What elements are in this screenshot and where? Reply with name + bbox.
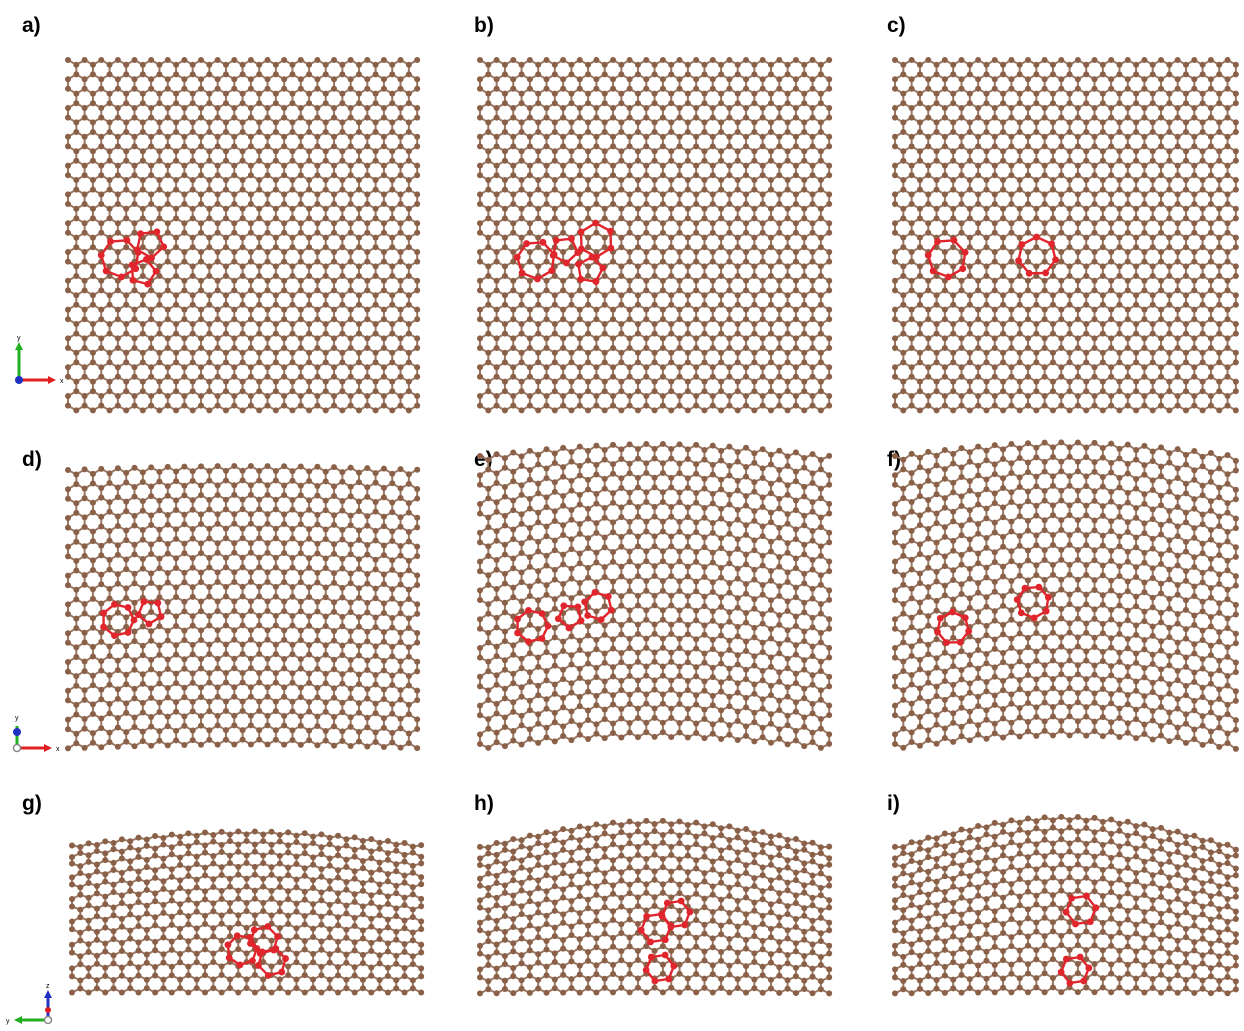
x-axis-label: x: [56, 746, 60, 753]
panel-label-d: d): [22, 448, 42, 471]
panel-label-c: c): [887, 14, 906, 37]
panel-label-i: i): [887, 792, 900, 815]
defect-heptagon: [514, 607, 552, 645]
defect-pentagon: [554, 602, 585, 632]
x-axis-arrowhead: [44, 744, 52, 752]
carbon-atoms: [65, 57, 421, 414]
x-axis-arrowhead: [48, 376, 56, 384]
lattice-panel-b: [477, 57, 833, 414]
panel-label-h: h): [474, 792, 494, 815]
defect-hexagon: [577, 219, 615, 261]
origin-dot: [12, 743, 22, 753]
carbon-atoms: [477, 817, 833, 997]
lattice-panel-d: [65, 463, 421, 752]
lattice-panel-h: [477, 817, 833, 997]
lattice-panel-a: [65, 57, 421, 414]
defect-hexagon: [1057, 953, 1093, 987]
defect-pentagon: [575, 253, 607, 285]
panel-label-g: g): [22, 792, 42, 815]
carbon-atoms: [892, 813, 1239, 997]
z-axis-label: z: [46, 983, 50, 990]
y-axis-arrowhead: [14, 1016, 22, 1024]
panel-label-f: f): [887, 448, 901, 471]
origin-dot: [43, 1015, 53, 1025]
defect-pentagon: [133, 228, 168, 262]
lattice-panel-c: [892, 57, 1239, 414]
z-axis-arrowhead: [44, 990, 52, 998]
x-axis-label: x: [60, 378, 64, 385]
defect-hexagon: [1062, 892, 1100, 928]
panel-label-b: b): [474, 14, 494, 37]
defect-heptagon: [934, 608, 973, 646]
defect-heptagon: [1015, 233, 1060, 277]
lattice-panel-g: [69, 828, 425, 996]
carbon-atoms: [477, 441, 833, 751]
defect-hexagon: [255, 945, 289, 979]
lattice-panel-i: [892, 813, 1239, 997]
axes-indicator-rippled: y x: [12, 715, 60, 753]
defect-hexagon: [642, 951, 678, 985]
y-axis-label: y: [15, 715, 19, 722]
panel-label-a: a): [22, 14, 41, 37]
x-axis-dot: [45, 1007, 51, 1013]
carbon-atoms: [65, 463, 421, 752]
axes-indicator-top: y x: [15, 335, 64, 385]
defect-pentagon: [134, 598, 165, 628]
defect-heptagon: [224, 932, 261, 969]
defect-heptagon: [100, 601, 138, 639]
carbon-atoms: [69, 828, 425, 996]
carbon-atoms: [892, 57, 1239, 414]
y-axis-label: y: [6, 1018, 10, 1025]
defect-hexagon: [581, 588, 615, 624]
lattice-panel-f: [892, 439, 1239, 752]
defect-hexagon: [658, 897, 694, 931]
defect-pentagon: [128, 256, 160, 288]
origin-dot: [15, 376, 23, 384]
carbon-atoms: [892, 439, 1239, 752]
y-axis-label: y: [17, 335, 21, 342]
axes-indicator-side: z y: [6, 983, 53, 1025]
defect-pentagon: [549, 235, 582, 267]
z-axis-dot: [13, 728, 21, 736]
y-axis-arrowhead: [15, 342, 23, 350]
lattice-panel-e: [477, 441, 833, 751]
defect-heptagon: [1013, 583, 1052, 622]
carbon-atoms: [477, 57, 833, 414]
defect-heptagon: [924, 236, 969, 281]
